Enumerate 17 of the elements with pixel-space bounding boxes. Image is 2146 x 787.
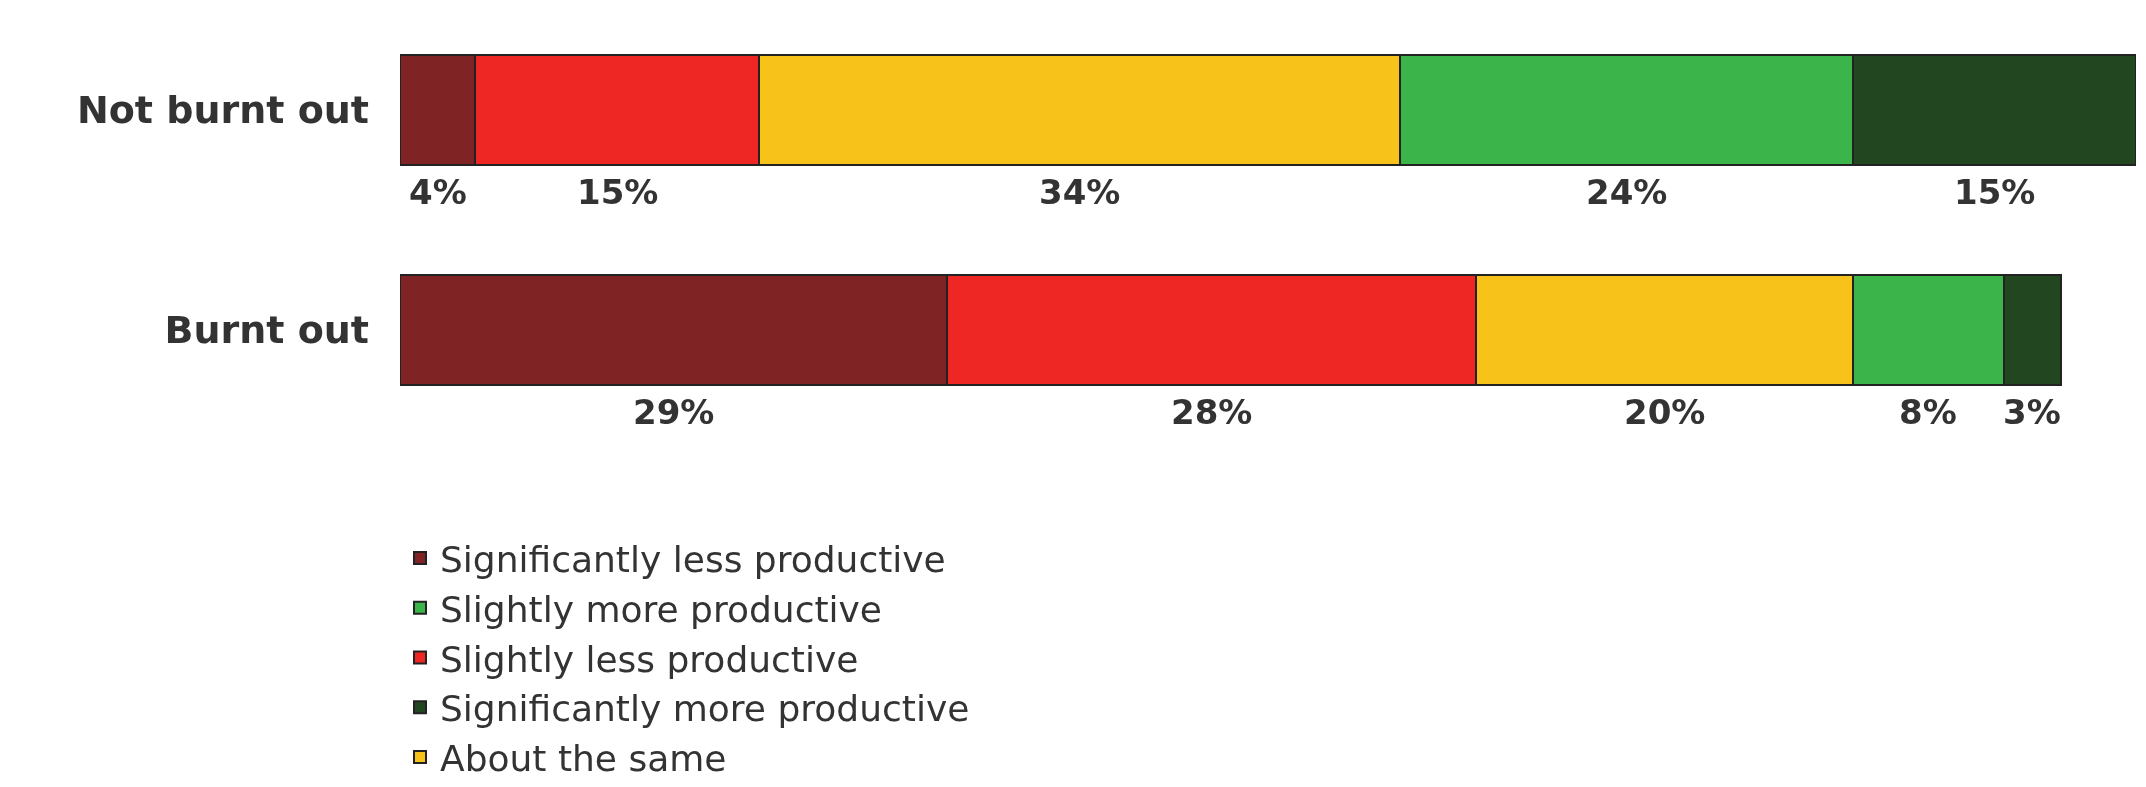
data-label: 8%: [1899, 392, 1957, 432]
legend-label: Slightly more productive: [440, 588, 883, 630]
data-label: 28%: [1171, 392, 1253, 432]
legend-label: Significantly less productive: [440, 538, 946, 580]
legend-label: Slightly less productive: [440, 638, 859, 680]
data-label: 3%: [2003, 392, 2061, 432]
data-label: 29%: [633, 392, 715, 432]
data-label: 15%: [577, 172, 659, 212]
data-label: 20%: [1624, 392, 1706, 432]
data-label: 34%: [1039, 172, 1121, 212]
data-label: 15%: [1954, 172, 2036, 212]
data-label: 4%: [409, 172, 467, 212]
y-tick-label: Not burnt out: [76, 88, 369, 133]
data-label: 24%: [1586, 172, 1668, 212]
y-tick-label: Burnt out: [164, 308, 369, 353]
legend-label: About the same: [440, 738, 727, 780]
legend-label: Significantly more productive: [440, 688, 970, 730]
